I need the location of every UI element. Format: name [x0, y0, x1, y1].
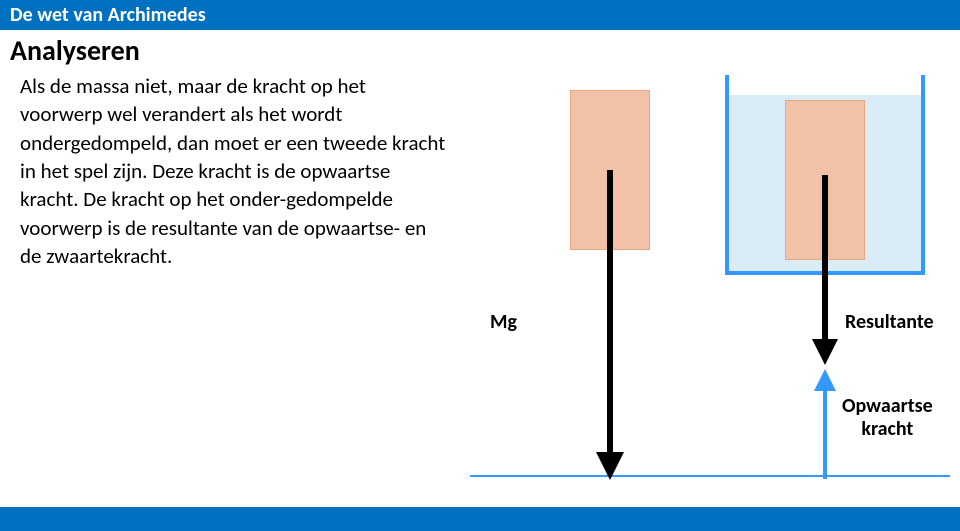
- force-diagram: Mg Resultante Opwaartse kracht: [480, 75, 950, 505]
- opwaartse-arrow: [812, 369, 838, 479]
- footer-bar: [0, 507, 960, 531]
- resultante-arrow: [808, 175, 842, 365]
- opwaartse-line2: kracht: [861, 417, 913, 441]
- opwaartse-line1: Opwaartse: [842, 394, 933, 418]
- resultante-label: Resultante: [845, 310, 934, 334]
- header-title: De wet van Archimedes: [10, 3, 206, 27]
- section-title: Analyseren: [0, 31, 960, 72]
- ground-line: [470, 475, 950, 477]
- opwaartse-label: Opwaartse kracht: [842, 395, 933, 441]
- mg-arrow: [592, 170, 628, 480]
- mg-label: Mg: [490, 310, 517, 334]
- header-bar: De wet van Archimedes: [0, 0, 960, 31]
- body-paragraph: Als de massa niet, maar de kracht op het…: [0, 72, 470, 270]
